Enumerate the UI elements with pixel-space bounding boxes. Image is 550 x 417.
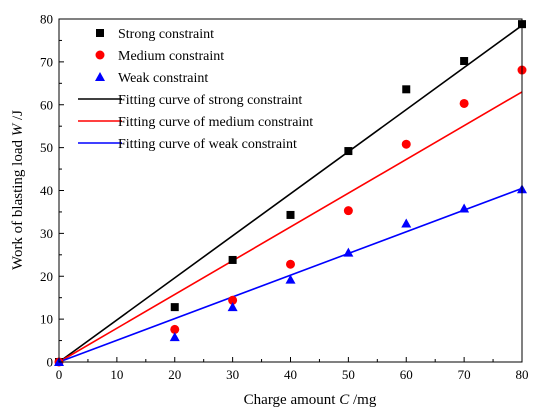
series-fitting-curve-of-medium-constraint [58, 91, 523, 363]
legend-item-fitting-curve-of-strong-constraint: Fitting curve of strong constraint [78, 93, 302, 108]
legend-item-medium-constraint: Medium constraint [95, 49, 224, 64]
legend-item-weak-constraint: Weak constraint [95, 71, 208, 86]
x-tick-label: 30 [226, 367, 239, 382]
data-point [227, 302, 238, 312]
y-tick-label: 10 [40, 312, 53, 327]
data-point [459, 203, 470, 213]
y-axis-title: Work of blasting load W /J [10, 110, 26, 270]
legend-marker [95, 72, 105, 81]
y-tick-label: 60 [40, 97, 53, 112]
data-point [170, 303, 179, 312]
legend-item-fitting-curve-of-medium-constraint: Fitting curve of medium constraint [78, 115, 313, 130]
y-tick-label: 70 [40, 54, 53, 69]
x-tick-label: 20 [168, 367, 181, 382]
legend-label: Fitting curve of medium constraint [118, 115, 313, 130]
series-fitting-curve-of-strong-constraint [58, 24, 523, 363]
data-point [343, 247, 354, 257]
x-tick-label: 60 [400, 367, 413, 382]
data-point [285, 274, 296, 284]
legend-item-strong-constraint: Strong constraint [96, 27, 214, 42]
y-tick-label: 80 [40, 12, 53, 27]
data-point [343, 206, 353, 216]
x-axis-title: Charge amount C /mg [244, 392, 377, 408]
data-point [401, 218, 412, 228]
fit-line [58, 91, 523, 363]
axes: 0 10 20 30 40 50 60 70 80 0 10 20 30 40 50 60 70 80 [40, 12, 529, 383]
y-tick-label: 40 [40, 183, 53, 198]
y-tick-label: 30 [40, 226, 53, 241]
data-point [344, 147, 353, 156]
legend-label: Fitting curve of weak constraint [118, 137, 297, 152]
data-point [169, 332, 180, 342]
series-layer [54, 20, 527, 367]
fit-line [58, 24, 523, 363]
x-tick-label: 0 [56, 367, 63, 382]
x-tick-label: 70 [458, 367, 471, 382]
x-tick-label: 80 [516, 367, 529, 382]
data-point [402, 85, 411, 94]
x-tick-label: 40 [284, 367, 297, 382]
legend-label: Strong constraint [118, 27, 214, 42]
data-point [286, 210, 295, 219]
data-point [401, 139, 411, 149]
data-point [460, 57, 469, 66]
y-tick-label: 0 [47, 355, 54, 370]
legend-marker [95, 50, 105, 60]
legend-label: Fitting curve of strong constraint [118, 93, 302, 108]
legend: Strong constraint Medium constraint Weak c… [78, 27, 313, 152]
legend-label: Weak constraint [118, 71, 208, 86]
data-point [170, 324, 180, 334]
data-point [459, 98, 469, 108]
y-tick-label: 50 [40, 140, 53, 155]
legend-label: Medium constraint [118, 49, 224, 64]
legend-item-fitting-curve-of-weak-constraint: Fitting curve of weak constraint [78, 137, 297, 152]
legend-marker [96, 29, 104, 37]
x-tick-label: 10 [110, 367, 123, 382]
data-point [228, 295, 238, 305]
data-point [228, 255, 237, 264]
y-tick-label: 20 [40, 269, 53, 284]
data-point [286, 259, 295, 269]
x-tick-label: 50 [342, 367, 355, 382]
